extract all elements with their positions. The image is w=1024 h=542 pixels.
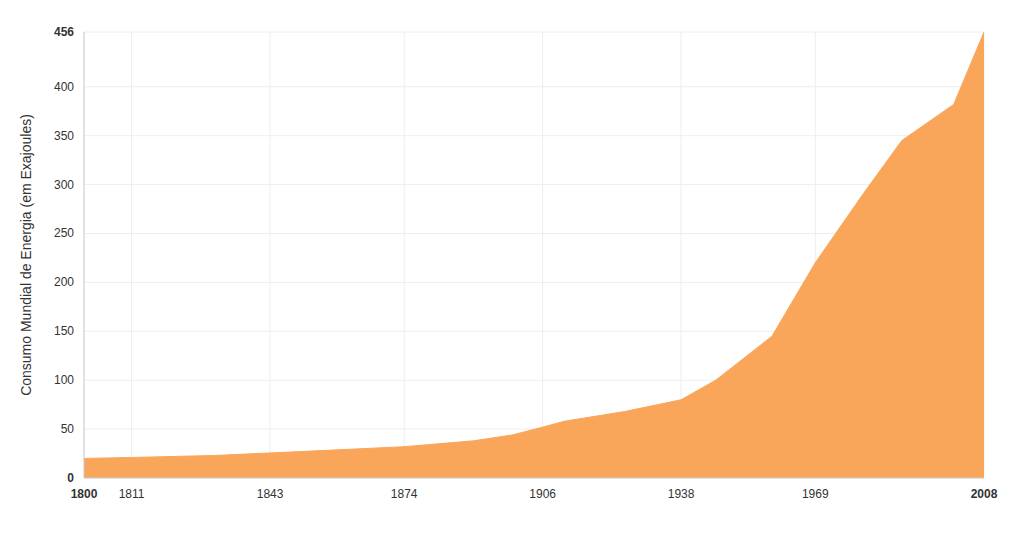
svg-text:Consumo Mundial de Energia (em: Consumo Mundial de Energia (em Exajoules… xyxy=(18,114,34,396)
svg-text:1874: 1874 xyxy=(391,487,418,501)
svg-text:300: 300 xyxy=(54,178,74,192)
svg-text:2008: 2008 xyxy=(971,487,998,501)
svg-text:250: 250 xyxy=(54,226,74,240)
svg-text:0: 0 xyxy=(67,471,74,485)
svg-text:400: 400 xyxy=(54,80,74,94)
svg-text:200: 200 xyxy=(54,275,74,289)
svg-text:1969: 1969 xyxy=(802,487,829,501)
svg-text:1906: 1906 xyxy=(529,487,556,501)
svg-text:50: 50 xyxy=(61,422,75,436)
svg-text:1800: 1800 xyxy=(71,487,98,501)
svg-text:350: 350 xyxy=(54,129,74,143)
svg-text:100: 100 xyxy=(54,373,74,387)
svg-text:1938: 1938 xyxy=(668,487,695,501)
svg-text:1811: 1811 xyxy=(119,487,145,501)
svg-text:456: 456 xyxy=(54,25,74,39)
svg-text:150: 150 xyxy=(54,324,74,338)
svg-text:1843: 1843 xyxy=(257,487,284,501)
